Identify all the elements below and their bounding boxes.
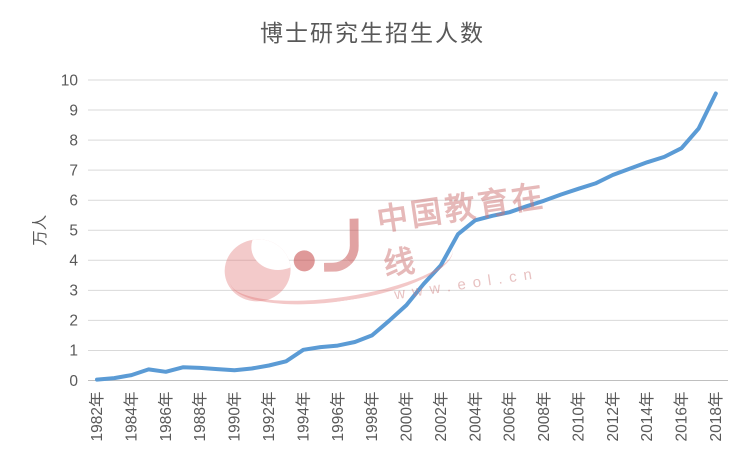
x-tick-label: 1984年: [122, 392, 140, 442]
y-tick-label: 3: [69, 283, 78, 300]
chart-title: 博士研究生招生人数: [260, 20, 485, 46]
y-axis-title: 万人: [31, 215, 49, 246]
x-tick-label: 1986年: [157, 392, 175, 442]
y-tick-label: 2: [69, 313, 78, 330]
x-tick-label: 2016年: [673, 392, 691, 442]
x-tick-label: 2018年: [707, 392, 725, 442]
y-tick-label: 4: [69, 253, 78, 270]
y-tick-label: 9: [69, 102, 78, 119]
y-tick-label: 1: [69, 343, 78, 360]
x-tick-label: 1982年: [88, 392, 106, 442]
y-tick-label: 5: [69, 223, 78, 240]
y-tick-label: 0: [69, 373, 78, 390]
x-tick-label: 1994年: [294, 392, 312, 442]
x-tick-label: 2014年: [638, 392, 656, 442]
x-tick-label: 1988年: [191, 392, 209, 442]
x-tick-label: 1998年: [363, 392, 381, 442]
y-tick-label: 7: [69, 162, 78, 179]
x-tick-label: 2000年: [398, 392, 416, 442]
y-tick-label: 10: [61, 72, 79, 89]
y-tick-label: 6: [69, 192, 78, 209]
x-tick-label: 2002年: [432, 392, 450, 442]
x-tick-label: 1990年: [226, 392, 244, 442]
x-tick-label: 2004年: [466, 392, 484, 442]
y-tick-label: 8: [69, 132, 78, 149]
x-tick-label: 2012年: [604, 392, 622, 442]
x-tick-label: 2008年: [535, 392, 553, 442]
x-tick-label: 2010年: [569, 392, 587, 442]
x-tick-label: 1996年: [329, 392, 347, 442]
x-tick-label: 2006年: [501, 392, 519, 442]
x-tick-label: 1992年: [260, 392, 278, 442]
data-series-line: [95, 91, 718, 382]
